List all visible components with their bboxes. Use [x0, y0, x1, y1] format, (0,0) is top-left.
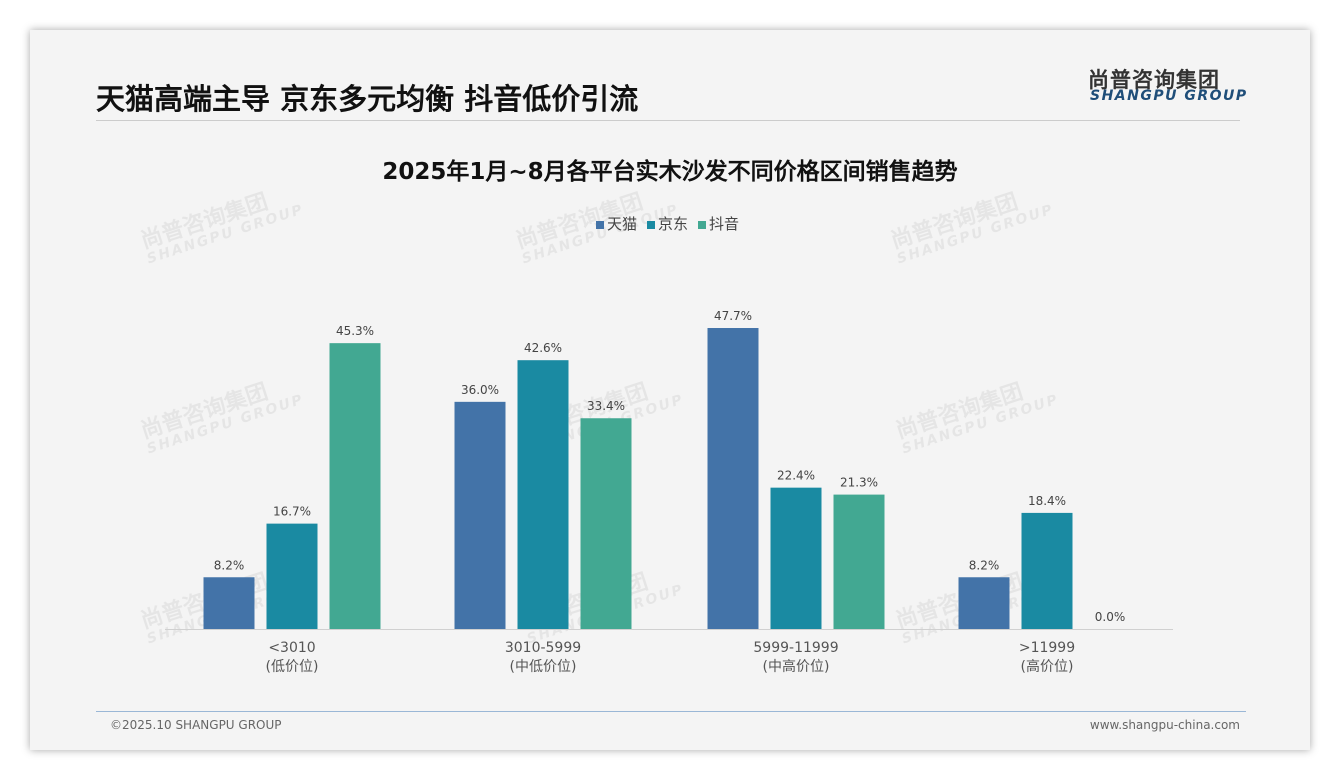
bar-抖音-2	[833, 494, 885, 629]
category-label: 5999-11999	[753, 640, 838, 656]
category-sublabel: (中高价位)	[763, 658, 830, 675]
bar-京东-3	[1021, 512, 1073, 629]
bar-天猫-2	[707, 328, 759, 629]
data-label: 22.4%	[777, 469, 815, 483]
website: www.shangpu-china.com	[1089, 718, 1240, 732]
bar-天猫-1	[454, 401, 506, 629]
data-label: 8.2%	[214, 558, 245, 572]
bar-京东-2	[770, 487, 822, 629]
bar-抖音-1	[580, 418, 632, 629]
legend-item: 天猫	[596, 213, 637, 234]
category-label: <3010	[268, 640, 315, 656]
data-label: 21.3%	[840, 476, 878, 490]
legend-item: 抖音	[698, 213, 739, 234]
legend: 天猫 京东 抖音	[596, 213, 739, 234]
data-label: 42.6%	[524, 341, 562, 355]
bar-天猫-0	[203, 577, 255, 629]
category-label: >11999	[1019, 640, 1075, 656]
bar-天猫-3	[958, 577, 1010, 629]
data-label: 33.4%	[587, 399, 625, 413]
footer-divider	[96, 711, 1246, 712]
data-label: 18.4%	[1028, 494, 1066, 508]
data-label: 8.2%	[969, 558, 1000, 572]
bar-京东-1	[517, 360, 569, 629]
copyright: ©2025.10 SHANGPU GROUP	[110, 718, 282, 732]
header-divider	[96, 120, 1240, 121]
data-label: 16.7%	[273, 505, 311, 519]
category-sublabel: (中低价位)	[510, 659, 577, 675]
bar-抖音-0	[329, 343, 381, 629]
page-title: 天猫高端主导 京东多元均衡 抖音低价引流	[96, 82, 639, 116]
bar-京东-0	[266, 523, 318, 629]
data-label: 45.3%	[336, 324, 374, 338]
chart-title: 2025年1月~8月各平台实木沙发不同价格区间销售趋势	[382, 159, 958, 185]
logo-en: SHANGPU GROUP	[1090, 88, 1248, 104]
legend-item: 京东	[647, 213, 688, 234]
data-label: 0.0%	[1095, 610, 1126, 624]
logo-cn: 尚普咨询集团	[1088, 68, 1220, 92]
data-label: 47.7%	[714, 309, 752, 323]
category-label: 3010-5999	[505, 640, 581, 656]
category-sublabel: (高价位)	[1021, 658, 1074, 675]
category-sublabel: (低价位)	[266, 659, 319, 675]
data-label: 36.0%	[461, 383, 499, 397]
